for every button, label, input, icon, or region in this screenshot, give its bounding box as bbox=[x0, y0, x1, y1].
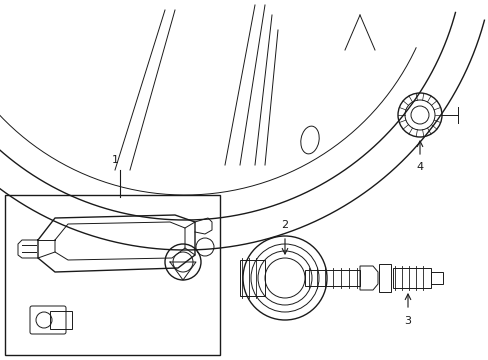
Bar bbox=[50, 311, 72, 329]
Text: 3: 3 bbox=[404, 316, 411, 326]
Bar bbox=[5, 195, 220, 355]
Text: 4: 4 bbox=[416, 162, 423, 172]
Text: 2: 2 bbox=[281, 220, 288, 230]
Text: 1: 1 bbox=[111, 155, 118, 165]
